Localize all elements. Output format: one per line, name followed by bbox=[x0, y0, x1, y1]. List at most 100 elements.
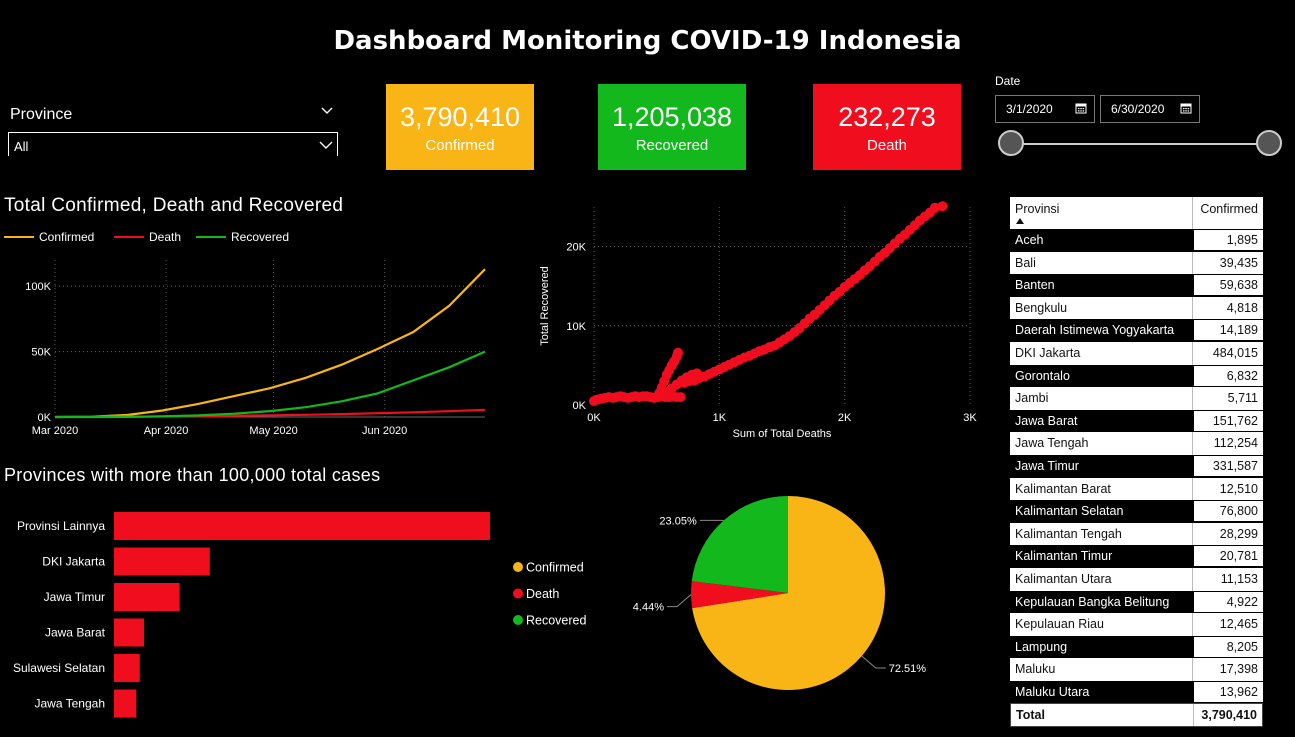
table-row: Daerah Istimewa Yogyakarta 14,189 bbox=[1010, 319, 1263, 342]
cell-confirmed: 4,922 bbox=[1194, 591, 1263, 612]
cell-confirmed: 112,254 bbox=[1213, 436, 1258, 451]
column-separator bbox=[1192, 341, 1193, 365]
series-line-recovered bbox=[55, 350, 486, 419]
cell-confirmed: 39,435 bbox=[1219, 255, 1258, 270]
date-range-start-handle[interactable] bbox=[998, 130, 1024, 156]
bar-category-label: Jawa Tengah bbox=[35, 697, 106, 711]
cell-confirmed: 20,781 bbox=[1194, 546, 1263, 567]
scatter-point bbox=[675, 392, 686, 403]
pie-slice-death bbox=[691, 581, 788, 609]
line-chart: Confirmed Death Recovered 0K 50K 100K Mar 2020… bbox=[4, 230, 486, 437]
chevron-down-icon[interactable] bbox=[318, 138, 334, 152]
page-title: Dashboard Monitoring COVID-19 Indonesia bbox=[333, 26, 962, 56]
legend-dot bbox=[513, 615, 523, 625]
bar-chart: Provinsi Lainnya DKI Jakarta Jawa Timur Jaw… bbox=[13, 512, 490, 718]
recovered-card: 1,205,038 Recovered bbox=[598, 84, 746, 170]
cell-confirmed: 6,832 bbox=[1194, 365, 1263, 386]
sort-ascending-icon[interactable] bbox=[1016, 218, 1024, 224]
y-tick-label: 100K bbox=[25, 281, 51, 293]
legend-label: Confirmed bbox=[39, 230, 94, 244]
chevron-down-icon[interactable] bbox=[320, 104, 334, 118]
x-tick-label: 3K bbox=[963, 412, 977, 424]
column-separator bbox=[1192, 387, 1193, 410]
column-separator bbox=[1192, 432, 1193, 455]
table-total-row: Total 3,790,410 bbox=[1010, 703, 1263, 728]
column-separator bbox=[1192, 296, 1193, 320]
column-separator bbox=[1192, 251, 1193, 275]
bar bbox=[114, 654, 140, 682]
scatter-chart: 0K 10K 20K 0K 1K 2K 3K Sum of Total Deaths Total… bbox=[539, 201, 977, 440]
legend-label: Recovered bbox=[231, 230, 289, 244]
cell-province: Daerah Istimewa Yogyakarta bbox=[1015, 323, 1175, 338]
cell-province: Jambi bbox=[1015, 391, 1049, 406]
column-separator bbox=[1192, 658, 1193, 681]
column-header-provinsi[interactable]: Provinsi bbox=[1015, 202, 1060, 216]
calendar-icon[interactable] bbox=[1180, 102, 1192, 114]
legend-dot bbox=[513, 562, 523, 572]
pie-chart: Confirmed Death Recovered 72.51% 4.44% 23.05% bbox=[513, 496, 927, 690]
cell-confirmed: 151,762 bbox=[1194, 410, 1263, 431]
date-range-end-handle[interactable] bbox=[1256, 130, 1282, 156]
cell-province: Jawa Barat bbox=[1015, 413, 1078, 428]
table-row: DKI Jakarta 484,015 bbox=[1010, 341, 1263, 365]
bar bbox=[114, 547, 210, 576]
bar-category-label: Jawa Timur bbox=[44, 590, 105, 604]
calendar-icon[interactable] bbox=[1075, 102, 1087, 114]
column-separator bbox=[1192, 197, 1193, 229]
column-header-confirmed[interactable]: Confirmed bbox=[1200, 202, 1258, 216]
cell-confirmed: 13,962 bbox=[1194, 681, 1263, 702]
cell-province: Lampung bbox=[1015, 639, 1068, 654]
x-tick-label: 1K bbox=[713, 412, 727, 424]
cell-confirmed: 14,189 bbox=[1194, 320, 1263, 341]
pie-data-label: 23.05% bbox=[659, 515, 697, 527]
recovered-value: 1,205,038 bbox=[611, 102, 733, 132]
table-row: Jambi 5,711 bbox=[1010, 387, 1263, 410]
x-tick-label: Mar 2020 bbox=[32, 425, 78, 437]
cell-confirmed: 1,895 bbox=[1194, 230, 1263, 250]
table-row: Kalimantan Tengah 28,299 bbox=[1010, 522, 1263, 546]
death-value: 232,273 bbox=[838, 102, 936, 132]
table-row: Banten 59,638 bbox=[1010, 274, 1263, 297]
pie-data-label: 72.51% bbox=[889, 663, 927, 675]
death-label: Death bbox=[866, 137, 908, 154]
legend-label: Recovered bbox=[526, 614, 586, 628]
cell-province: Kalimantan Selatan bbox=[1015, 504, 1124, 519]
cell-confirmed: 12,510 bbox=[1219, 481, 1258, 496]
table-row: Jawa Timur 331,587 bbox=[1010, 454, 1263, 478]
column-separator bbox=[1192, 613, 1193, 636]
cell-province: Kalimantan Barat bbox=[1015, 481, 1111, 496]
x-tick-label: Jun 2020 bbox=[362, 425, 407, 437]
pie-leader-line bbox=[667, 594, 692, 608]
cell-confirmed: 11,153 bbox=[1220, 571, 1258, 586]
start-date-input[interactable]: 3/1/2020 bbox=[995, 95, 1095, 123]
cell-province: Banten bbox=[1015, 278, 1055, 293]
cell-province: Jawa Tengah bbox=[1015, 436, 1089, 451]
y-tick-label: 50K bbox=[31, 347, 51, 359]
cell-confirmed: 331,587 bbox=[1194, 455, 1263, 476]
series-line-confirmed bbox=[54, 268, 486, 419]
cell-confirmed: 12,465 bbox=[1219, 617, 1258, 632]
x-tick-label: 2K bbox=[838, 412, 852, 424]
end-date-input[interactable]: 6/30/2020 bbox=[1100, 95, 1200, 123]
bar-category-label: DKI Jakarta bbox=[42, 555, 105, 569]
province-dropdown-value: All bbox=[14, 139, 29, 154]
bar bbox=[114, 618, 145, 647]
confirmed-label: Confirmed bbox=[425, 137, 495, 154]
legend-label: Death bbox=[526, 587, 559, 601]
cell-confirmed: 28,299 bbox=[1219, 526, 1258, 541]
scatter-point bbox=[937, 201, 948, 212]
start-date-value: 3/1/2020 bbox=[1006, 102, 1053, 116]
column-separator bbox=[1193, 704, 1194, 727]
table-row: Kalimantan Utara 11,153 bbox=[1010, 567, 1263, 591]
date-range-slider-track[interactable] bbox=[1011, 143, 1269, 145]
line-chart-title: Total Confirmed, Death and Recovered bbox=[4, 195, 344, 216]
table-row: Gorontalo 6,832 bbox=[1010, 364, 1263, 388]
y-tick-label: 0K bbox=[38, 412, 52, 424]
province-dropdown[interactable] bbox=[8, 132, 338, 156]
bar-chart-title: Provinces with more than 100,000 total c… bbox=[4, 465, 381, 485]
table-row: Bengkulu 4,818 bbox=[1010, 296, 1263, 320]
bar bbox=[114, 583, 180, 611]
legend-dot bbox=[513, 588, 523, 599]
cell-province: Aceh bbox=[1015, 233, 1044, 247]
bar-category-label: Provinsi Lainnya bbox=[17, 519, 105, 533]
